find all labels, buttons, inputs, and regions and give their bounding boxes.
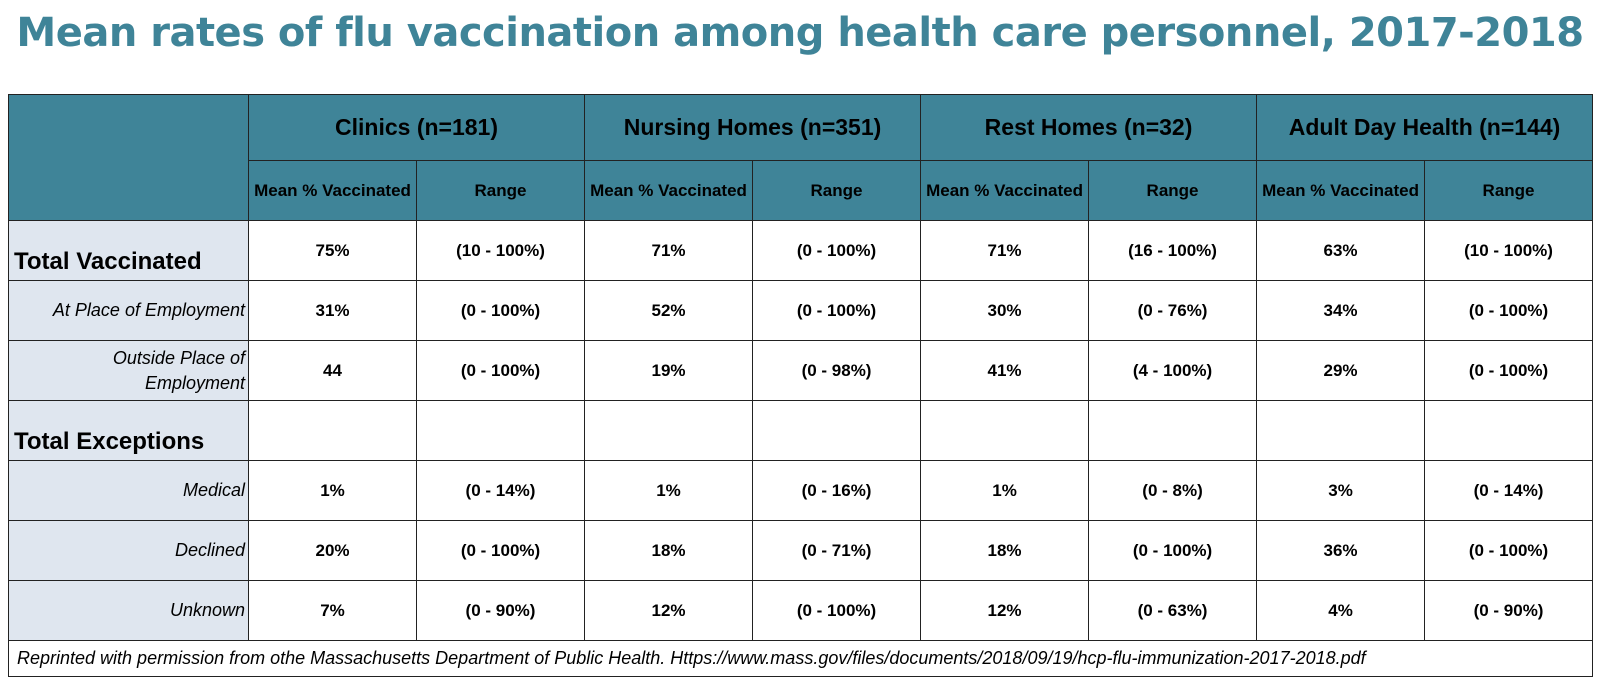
cell-adult-day-health-range: (0 - 100%): [1424, 520, 1594, 581]
sub-header-range: Range: [415, 160, 586, 221]
cell-rest-homes-range: (16 - 100%): [1088, 220, 1258, 281]
group-header-nursing-homes: Nursing Homes (n=351): [584, 94, 922, 161]
row-label: Total Exceptions: [8, 400, 249, 461]
cell-clinics-mean-vaccinated: 44: [248, 340, 417, 401]
cell-nursing-homes-mean-vaccinated: 1%: [584, 460, 754, 521]
table-row: At Place of Employment 31% (0 - 100%) 52% (0…: [8, 280, 1594, 341]
cell-nursing-homes-mean-vaccinated: 71%: [584, 220, 754, 281]
cell-adult-day-health-mean-vaccinated: 4%: [1256, 580, 1426, 641]
table-row: Medical 1% (0 - 14%) 1% (0 - 16%) 1% (0 - 8%) 3…: [8, 460, 1594, 521]
sub-header-range: Range: [1424, 160, 1594, 221]
cell-nursing-homes-range: (0 - 98%): [752, 340, 922, 401]
cell-adult-day-health-range: [1424, 400, 1594, 461]
row-label: At Place of Employment: [8, 280, 249, 341]
cell-nursing-homes-mean-vaccinated: 19%: [584, 340, 754, 401]
cell-adult-day-health-range: (0 - 14%): [1424, 460, 1594, 521]
row-label: Medical: [8, 460, 249, 521]
table-row: Total Exceptions: [8, 400, 1594, 461]
cell-adult-day-health-range: (10 - 100%): [1424, 220, 1594, 281]
table-body: Total Vaccinated 75% (10 - 100%) 71% (0 - 10…: [8, 220, 1594, 641]
cell-rest-homes-mean-vaccinated: 41%: [920, 340, 1090, 401]
table-row: Outside Place of Employment 44 (0 - 100%) 1…: [8, 340, 1594, 401]
cell-rest-homes-mean-vaccinated: 30%: [920, 280, 1090, 341]
cell-nursing-homes-range: (0 - 100%): [752, 280, 922, 341]
cell-rest-homes-range: (4 - 100%): [1088, 340, 1258, 401]
cell-rest-homes-mean-vaccinated: 12%: [920, 580, 1090, 641]
cell-nursing-homes-mean-vaccinated: [584, 400, 754, 461]
cell-rest-homes-range: (0 - 63%): [1088, 580, 1258, 641]
cell-adult-day-health-mean-vaccinated: 63%: [1256, 220, 1426, 281]
group-header-adult-day-health: Adult Day Health (n=144): [1256, 94, 1594, 161]
cell-rest-homes-mean-vaccinated: 71%: [920, 220, 1090, 281]
sub-header-mean-vaccinated: Mean % Vaccinated: [248, 160, 417, 221]
cell-clinics-range: (0 - 14%): [415, 460, 586, 521]
cell-clinics-mean-vaccinated: 1%: [248, 460, 417, 521]
cell-nursing-homes-range: (0 - 16%): [752, 460, 922, 521]
cell-nursing-homes-mean-vaccinated: 18%: [584, 520, 754, 581]
cell-rest-homes-range: (0 - 8%): [1088, 460, 1258, 521]
cell-nursing-homes-range: (0 - 71%): [752, 520, 922, 581]
cell-nursing-homes-mean-vaccinated: 52%: [584, 280, 754, 341]
cell-adult-day-health-range: (0 - 90%): [1424, 580, 1594, 641]
cell-clinics-mean-vaccinated: [248, 400, 417, 461]
cell-adult-day-health-mean-vaccinated: 36%: [1256, 520, 1426, 581]
cell-clinics-range: [415, 400, 586, 461]
cell-adult-day-health-mean-vaccinated: 3%: [1256, 460, 1426, 521]
corner-header-cell: [8, 94, 249, 221]
table-row: Unknown 7% (0 - 90%) 12% (0 - 100%) 12% (0 - 6…: [8, 580, 1594, 641]
cell-adult-day-health-range: (0 - 100%): [1424, 280, 1594, 341]
sub-header-mean-vaccinated: Mean % Vaccinated: [584, 160, 754, 221]
sub-header-mean-vaccinated: Mean % Vaccinated: [1256, 160, 1426, 221]
sub-header-range: Range: [1088, 160, 1258, 221]
row-label: Outside Place of Employment: [8, 340, 249, 401]
cell-clinics-range: (0 - 100%): [415, 340, 586, 401]
cell-clinics-range: (0 - 100%): [415, 520, 586, 581]
cell-rest-homes-mean-vaccinated: 18%: [920, 520, 1090, 581]
cell-adult-day-health-mean-vaccinated: [1256, 400, 1426, 461]
cell-clinics-mean-vaccinated: 31%: [248, 280, 417, 341]
row-label: Total Vaccinated: [8, 220, 249, 281]
cell-rest-homes-range: (0 - 100%): [1088, 520, 1258, 581]
table-row: Declined 20% (0 - 100%) 18% (0 - 71%) 18% (0 -…: [8, 520, 1594, 581]
cell-rest-homes-mean-vaccinated: [920, 400, 1090, 461]
source-note: Reprinted with permission from othe Mass…: [7, 640, 1594, 677]
cell-nursing-homes-mean-vaccinated: 12%: [584, 580, 754, 641]
sub-header-range: Range: [752, 160, 922, 221]
cell-clinics-mean-vaccinated: 20%: [248, 520, 417, 581]
cell-nursing-homes-range: (0 - 100%): [752, 580, 922, 641]
cell-clinics-mean-vaccinated: 75%: [248, 220, 417, 281]
cell-clinics-range: (10 - 100%): [415, 220, 586, 281]
cell-clinics-range: (0 - 90%): [415, 580, 586, 641]
sub-header-mean-vaccinated: Mean % Vaccinated: [920, 160, 1090, 221]
row-label: Declined: [8, 520, 249, 581]
vaccination-table: Clinics (n=181) Nursing Homes (n=351) Re…: [7, 94, 1594, 677]
chart-title: Mean rates of flu vaccination among heal…: [16, 10, 1584, 56]
cell-adult-day-health-mean-vaccinated: 34%: [1256, 280, 1426, 341]
row-label: Unknown: [8, 580, 249, 641]
cell-adult-day-health-mean-vaccinated: 29%: [1256, 340, 1426, 401]
group-header-row: Clinics (n=181) Nursing Homes (n=351) Re…: [8, 94, 1594, 221]
cell-rest-homes-range: (0 - 76%): [1088, 280, 1258, 341]
cell-clinics-range: (0 - 100%): [415, 280, 586, 341]
group-header-clinics: Clinics (n=181): [247, 94, 586, 161]
cell-nursing-homes-range: (0 - 100%): [752, 220, 922, 281]
cell-nursing-homes-range: [752, 400, 922, 461]
group-header-rest-homes: Rest Homes (n=32): [920, 94, 1258, 161]
cell-clinics-mean-vaccinated: 7%: [248, 580, 417, 641]
sub-header-row: Mean % Vaccinated Range Mean % Vaccinate…: [9, 160, 1594, 221]
cell-rest-homes-mean-vaccinated: 1%: [920, 460, 1090, 521]
table-row: Total Vaccinated 75% (10 - 100%) 71% (0 - 10…: [8, 220, 1594, 281]
cell-adult-day-health-range: (0 - 100%): [1424, 340, 1594, 401]
source-row: Reprinted with permission from othe Mass…: [7, 640, 1594, 677]
cell-rest-homes-range: [1088, 400, 1258, 461]
